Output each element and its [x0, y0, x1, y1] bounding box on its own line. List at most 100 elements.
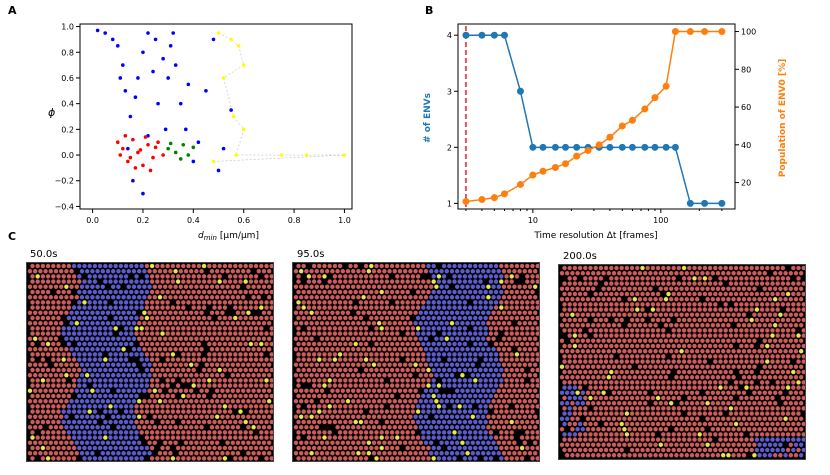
cell	[128, 326, 134, 331]
cell	[762, 390, 768, 396]
cell	[783, 322, 789, 328]
cell	[681, 359, 687, 364]
cell	[243, 341, 249, 347]
cell	[580, 270, 586, 276]
cell	[298, 310, 304, 316]
cell	[449, 450, 455, 456]
cell	[684, 338, 690, 344]
cell	[663, 312, 669, 318]
cell	[619, 317, 625, 323]
cell	[50, 409, 56, 415]
cell	[374, 435, 379, 441]
cell	[188, 346, 194, 352]
cell	[772, 390, 778, 396]
cell	[632, 400, 638, 406]
cell	[705, 312, 711, 318]
cell	[392, 414, 398, 420]
cell	[335, 310, 340, 316]
cell	[303, 372, 309, 378]
cell	[108, 273, 113, 279]
cell	[509, 315, 515, 321]
cell	[108, 341, 113, 347]
cell	[235, 450, 241, 456]
cell	[603, 369, 609, 375]
cell	[113, 273, 119, 279]
cell	[35, 300, 41, 305]
cell	[118, 263, 124, 269]
cell	[53, 284, 59, 290]
cell	[707, 353, 713, 359]
cell	[363, 331, 369, 336]
cell	[707, 328, 713, 333]
cell	[431, 289, 437, 295]
cell	[441, 393, 447, 399]
cell	[230, 336, 236, 342]
cell	[780, 317, 786, 323]
cell	[629, 328, 635, 333]
cell	[405, 435, 411, 441]
cell	[154, 435, 160, 441]
cell	[165, 341, 171, 347]
cell	[296, 273, 301, 279]
cell	[201, 455, 207, 461]
cell	[452, 377, 457, 383]
cell	[522, 440, 528, 446]
cell	[441, 429, 447, 435]
cell	[296, 419, 301, 425]
cell	[660, 302, 666, 307]
cell	[253, 435, 259, 441]
cell	[306, 331, 312, 336]
cell	[118, 357, 124, 362]
cell	[311, 300, 317, 305]
cell	[136, 284, 142, 290]
cell	[50, 300, 56, 305]
cell	[614, 405, 619, 411]
envs-point	[651, 143, 659, 151]
cell	[718, 265, 723, 271]
cell	[348, 367, 353, 373]
cell	[608, 265, 614, 271]
cell	[206, 331, 212, 336]
cell	[622, 338, 627, 344]
cell	[741, 296, 747, 302]
cell	[431, 445, 437, 451]
cell	[217, 435, 223, 441]
cell	[261, 336, 267, 342]
cell	[632, 426, 638, 432]
cell	[498, 383, 504, 388]
cell	[178, 268, 184, 274]
cell	[76, 326, 82, 331]
cell	[767, 390, 773, 396]
cell	[751, 296, 757, 302]
cell	[530, 383, 535, 388]
cell	[715, 426, 721, 432]
cell	[353, 419, 359, 425]
cell	[772, 338, 778, 344]
cell	[175, 435, 181, 441]
cell	[454, 346, 460, 352]
cell	[650, 369, 656, 375]
cell	[629, 317, 635, 323]
cell	[113, 279, 119, 285]
cell	[301, 419, 307, 425]
cell	[762, 296, 768, 302]
cell	[337, 377, 343, 383]
cell	[671, 405, 677, 411]
cell	[444, 320, 450, 326]
cell	[428, 372, 434, 378]
cell	[744, 353, 749, 359]
cell	[686, 281, 692, 287]
cell	[733, 411, 739, 417]
cell	[462, 326, 468, 331]
cell	[720, 286, 726, 292]
cell	[777, 270, 783, 276]
cell	[738, 328, 744, 333]
cell	[256, 362, 262, 368]
cell	[358, 435, 364, 441]
cell	[374, 300, 379, 305]
cell	[230, 284, 236, 290]
cell	[251, 388, 257, 394]
cell	[457, 377, 463, 383]
cell	[624, 302, 630, 307]
cell	[258, 300, 264, 305]
